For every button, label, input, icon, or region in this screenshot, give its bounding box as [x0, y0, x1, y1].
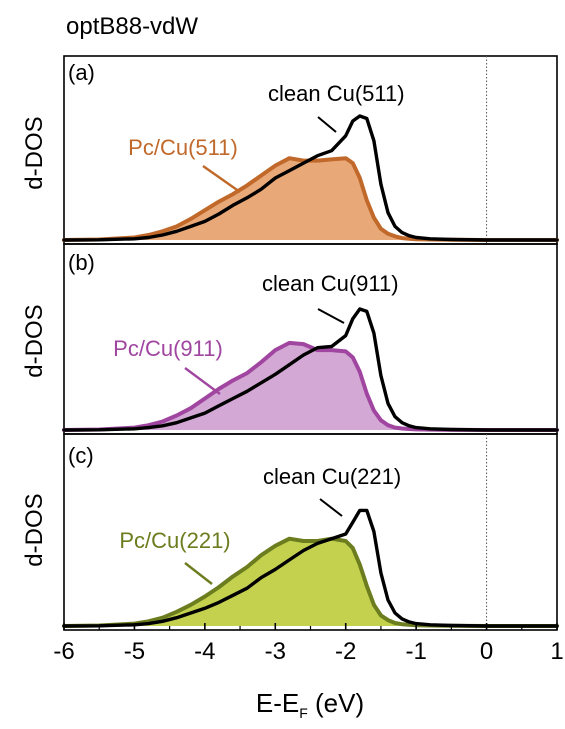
annotation-pc: Pc/Cu(511) — [128, 135, 238, 160]
x-axis-label-unit: (eV) — [308, 688, 364, 718]
panel-b: (b) clean Cu(911) Pc/Cu(911) — [62, 243, 559, 435]
leader-line-clean — [317, 116, 337, 133]
x-tick-label: 0 — [480, 638, 493, 665]
x-axis-label: E-EF (eV) — [256, 688, 364, 721]
panel-label: (a) — [68, 60, 95, 85]
leader-line-pc — [202, 165, 241, 193]
x-axis-label-main: E-E — [256, 688, 299, 718]
series-line-pc — [62, 156, 559, 242]
panel-c: (c) clean Cu(221) Pc/Cu(221) -6 -5 -4 -3 -2 -1 0 1 — [53, 433, 564, 665]
figure-title: optB88-vdW — [66, 13, 198, 40]
series-line-clean — [62, 508, 559, 628]
y-axis-label-a: d-DOS — [21, 116, 48, 189]
leader-line-clean — [319, 498, 343, 517]
x-tick-label: 1 — [550, 638, 563, 665]
series-area-pc — [64, 538, 557, 626]
x-tick-label: -3 — [265, 638, 286, 665]
leader-line-pc — [184, 562, 213, 585]
leader-line-pc — [184, 367, 221, 395]
series-line-clean — [62, 307, 559, 432]
x-tick-label: -4 — [194, 638, 215, 665]
panel-a: (a) clean Cu(511) Pc/Cu(511) — [62, 55, 559, 245]
x-tick-label: -2 — [335, 638, 356, 665]
x-tick-label: -1 — [405, 638, 426, 665]
y-axis-label-b: d-DOS — [21, 304, 48, 377]
series-area-pc — [64, 342, 557, 430]
series-line-pc — [62, 340, 559, 432]
annotation-clean: clean Cu(911) — [262, 271, 399, 296]
x-tick-label: -6 — [53, 638, 74, 665]
annotation-pc: Pc/Cu(911) — [113, 336, 223, 361]
panel-label: (b) — [68, 250, 95, 275]
x-axis-label-sub: F — [299, 705, 308, 721]
series-line-clean — [62, 114, 559, 242]
annotation-clean: clean Cu(221) — [263, 464, 401, 489]
leader-line-clean — [317, 308, 345, 324]
panel-label: (c) — [68, 443, 94, 468]
x-tick-label: -5 — [124, 638, 145, 665]
series-area-pc — [64, 158, 557, 240]
annotation-clean: clean Cu(511) — [268, 81, 405, 106]
annotation-pc: Pc/Cu(221) — [119, 528, 230, 553]
y-axis-label-c: d-DOS — [21, 493, 48, 566]
